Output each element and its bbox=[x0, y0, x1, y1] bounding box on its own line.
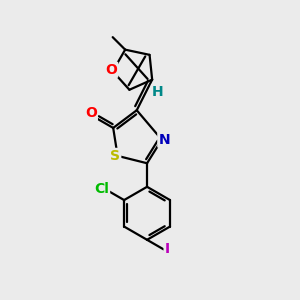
Text: O: O bbox=[85, 106, 97, 120]
Text: N: N bbox=[158, 133, 170, 147]
Text: I: I bbox=[165, 242, 170, 256]
Text: O: O bbox=[105, 63, 117, 77]
Text: Cl: Cl bbox=[94, 182, 109, 196]
Text: H: H bbox=[152, 85, 164, 99]
Text: S: S bbox=[110, 149, 120, 163]
